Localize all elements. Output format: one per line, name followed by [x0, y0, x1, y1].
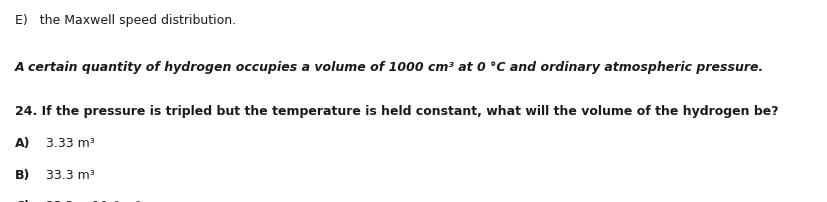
- Text: B): B): [15, 169, 31, 182]
- Text: 3.33 m³: 3.33 m³: [45, 137, 94, 150]
- Text: 33.3 × 10⁻² m³: 33.3 × 10⁻² m³: [45, 200, 140, 202]
- Text: A certain quantity of hydrogen occupies a volume of 1000 cm³ at 0 °C and ordinar: A certain quantity of hydrogen occupies …: [15, 61, 763, 74]
- Text: 33.3 m³: 33.3 m³: [45, 169, 94, 182]
- Text: A): A): [15, 137, 31, 150]
- Text: C): C): [15, 200, 30, 202]
- Text: 24. If the pressure is tripled but the temperature is held constant, what will t: 24. If the pressure is tripled but the t…: [15, 105, 777, 118]
- Text: E)   the Maxwell speed distribution.: E) the Maxwell speed distribution.: [15, 14, 236, 27]
